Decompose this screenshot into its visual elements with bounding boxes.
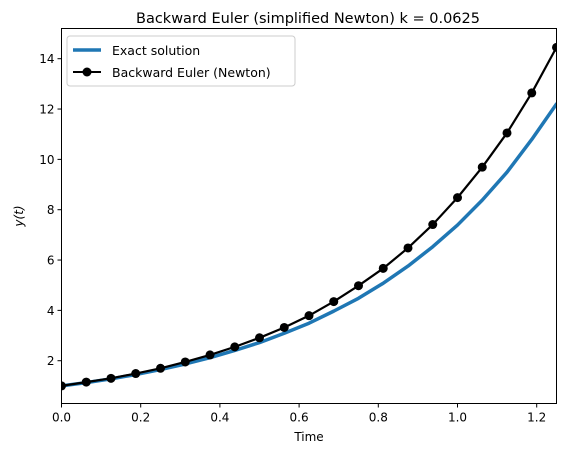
data-point <box>552 42 557 52</box>
axes: 0.0 0.2 0.4 0.6 0.8 1.0 1.2 2 4 6 8 10 12 14 <box>39 52 546 424</box>
legend-label-exact: Exact solution <box>112 43 200 58</box>
x-tick-label: 0.2 <box>131 411 150 425</box>
legend-label-backward-euler: Backward Euler (Newton) <box>112 65 271 80</box>
data-point <box>279 322 289 332</box>
data-point <box>156 363 165 373</box>
y-tick-label: 8 <box>47 203 55 217</box>
data-point <box>354 281 363 291</box>
data-point <box>61 381 66 391</box>
data-point <box>81 377 91 387</box>
data-point <box>453 193 462 203</box>
y-tick-label: 2 <box>47 354 55 368</box>
x-axis-label: Time <box>293 430 323 444</box>
data-point <box>205 350 215 360</box>
data-point <box>403 243 413 253</box>
legend: Exact solution Backward Euler (Newton) <box>66 35 296 87</box>
legend-marker-backward-euler <box>82 67 92 77</box>
y-tick-label: 6 <box>47 254 55 268</box>
data-point <box>230 342 240 352</box>
plot-area <box>61 42 557 391</box>
data-point <box>329 297 339 307</box>
series-1 <box>61 42 557 391</box>
data-point <box>428 220 438 230</box>
y-tick-label: 14 <box>39 52 54 66</box>
y-tick-label: 12 <box>39 103 54 117</box>
data-point <box>255 333 264 343</box>
y-tick-label: 10 <box>39 153 54 167</box>
data-point <box>106 373 116 383</box>
data-point <box>304 311 314 321</box>
x-tick-label: 0.6 <box>290 411 309 425</box>
axes-frame <box>61 28 557 404</box>
data-point <box>378 263 388 273</box>
data-point <box>180 357 190 367</box>
data-point <box>502 128 512 138</box>
data-point <box>477 162 487 172</box>
data-point <box>527 88 537 98</box>
x-tick-label: 1.0 <box>448 411 467 425</box>
chart-title: Backward Euler (simplified Newton) k = 0… <box>136 11 480 27</box>
x-tick-label: 0.0 <box>52 411 71 425</box>
legend-frame <box>66 35 296 87</box>
x-tick-label: 0.8 <box>369 411 388 425</box>
y-axis-label: y(t) <box>12 205 26 227</box>
x-tick-label: 1.2 <box>527 411 546 425</box>
data-point <box>131 369 141 379</box>
y-tick-label: 4 <box>47 304 55 318</box>
x-tick-label: 0.4 <box>210 411 229 425</box>
